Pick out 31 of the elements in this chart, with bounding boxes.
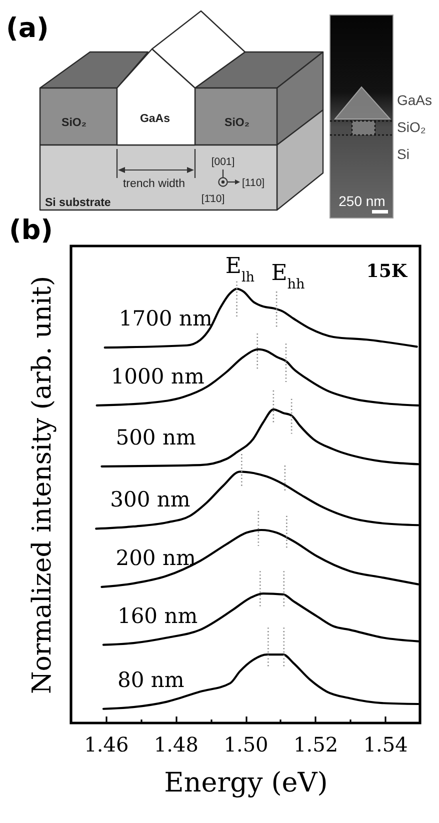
series-label: 160 nm: [117, 604, 198, 628]
series-label: 80 nm: [117, 668, 184, 692]
chart-title: (b): [9, 215, 54, 246]
x-tick-label: 1.54: [363, 732, 408, 756]
text: 250 nm: [338, 193, 386, 209]
x-tick-label: 1.46: [84, 732, 129, 756]
text: (a): [6, 13, 49, 44]
text: [001]: [211, 156, 235, 168]
series-label: 300 nm: [110, 488, 190, 512]
text: SiO₂: [62, 117, 86, 129]
text: GaAs: [397, 92, 432, 108]
x-tick-label: 1.48: [154, 732, 198, 756]
text: SiO₂: [224, 117, 250, 129]
text: trench width: [122, 178, 186, 190]
text: SiO₂: [397, 119, 426, 135]
x-tick-label: 1.50: [224, 732, 268, 756]
series-label: 1000 nm: [110, 364, 204, 388]
text: [110]: [242, 177, 265, 189]
annotation: 15K: [366, 261, 408, 282]
text: Si: [397, 146, 410, 162]
series-label: 200 nm: [116, 546, 196, 570]
text: Si substrate: [45, 197, 111, 209]
x-axis-title: Energy (eV): [164, 768, 328, 798]
y-axis-title: Normalized intensity (arb. unit): [28, 276, 58, 694]
text: GaAs: [140, 113, 170, 125]
series-label: 500 nm: [116, 425, 196, 450]
annotation: E$_{lh}$: [225, 254, 255, 286]
text: [1̄10]: [201, 193, 225, 205]
annotation: E$_{hh}$: [271, 261, 306, 292]
x-tick-label: 1.52: [294, 732, 338, 756]
series-label: 1700 nm: [118, 306, 212, 331]
